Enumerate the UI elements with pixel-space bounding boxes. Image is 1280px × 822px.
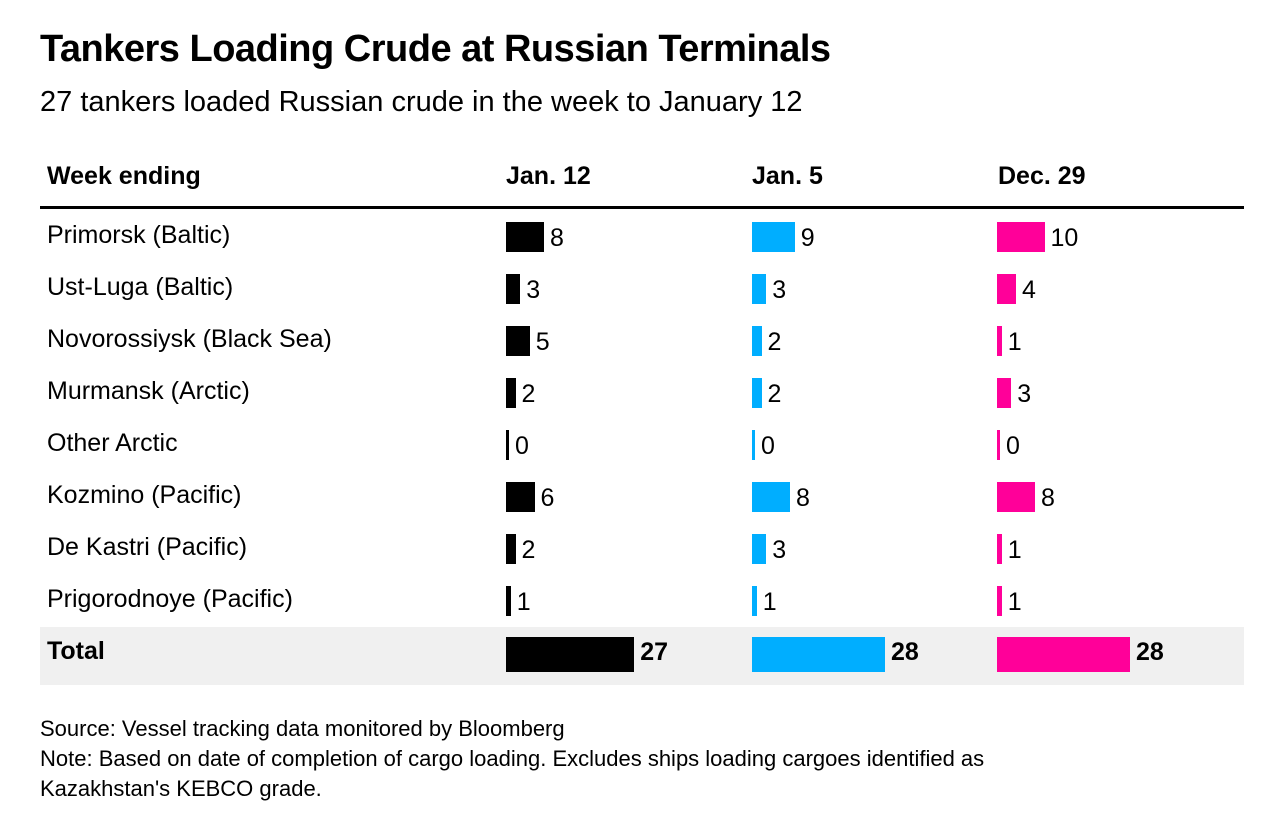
chart-title: Tankers Loading Crude at Russian Termina…	[40, 28, 831, 70]
value-label-total-jan-5: 28	[891, 638, 919, 666]
bar-other-arctic-jan-5	[752, 430, 755, 460]
table-row: Novorossiysk (Black Sea) 5 2 1	[40, 316, 1244, 368]
note-line-2: Kazakhstan's KEBCO grade.	[40, 776, 322, 801]
bar-prigorodnoye-pacific-jan-5	[752, 586, 757, 616]
row-label-murmansk-arctic: Murmansk (Arctic)	[47, 377, 250, 405]
value-label-total-dec-29: 28	[1136, 638, 1164, 666]
bar-total-jan-5	[752, 637, 885, 672]
table-row: Ust-Luga (Baltic) 3 3 4	[40, 264, 1244, 316]
column-header-jan-12: Jan. 12	[506, 162, 591, 190]
row-label-ust-luga-baltic: Ust-Luga (Baltic)	[47, 273, 234, 301]
bar-other-arctic-dec-29	[997, 430, 1000, 460]
bar-primorsk-baltic-jan-12	[506, 222, 544, 252]
row-label-prigorodnoye-pacific: Prigorodnoye (Pacific)	[47, 585, 293, 613]
table-row: Murmansk (Arctic) 2 2 3	[40, 368, 1244, 420]
bar-de-kastri-pacific-jan-5	[752, 534, 767, 564]
value-label-kozmino-pacific-jan-5: 8	[796, 484, 810, 512]
bar-kozmino-pacific-dec-29	[997, 482, 1035, 512]
value-label-kozmino-pacific-dec-29: 8	[1041, 484, 1055, 512]
row-label-primorsk-baltic: Primorsk (Baltic)	[47, 221, 231, 249]
total-row: Total 27 28 28	[40, 627, 1244, 685]
row-label-kozmino-pacific: Kozmino (Pacific)	[47, 481, 242, 509]
chart-subtitle: 27 tankers loaded Russian crude in the w…	[40, 86, 803, 118]
value-label-prigorodnoye-pacific-jan-5: 1	[762, 588, 777, 616]
value-label-other-arctic-jan-12: 0	[515, 432, 529, 460]
row-label-novorossiysk-black-sea: Novorossiysk (Black Sea)	[47, 325, 332, 353]
bar-total-dec-29	[997, 637, 1130, 672]
bar-novorossiysk-black-sea-dec-29	[997, 326, 1002, 356]
bar-murmansk-arctic-jan-12	[506, 378, 516, 408]
bar-prigorodnoye-pacific-jan-12	[506, 586, 511, 616]
bar-ust-luga-baltic-jan-5	[752, 274, 767, 304]
value-label-kozmino-pacific-jan-12: 6	[540, 484, 555, 512]
value-label-primorsk-baltic-jan-12: 8	[550, 224, 564, 252]
value-label-de-kastri-pacific-dec-29: 1	[1007, 536, 1022, 564]
header-rule	[40, 206, 1244, 209]
table-row: Other Arctic 0 0 0	[40, 420, 1244, 472]
row-label-de-kastri-pacific: De Kastri (Pacific)	[47, 533, 248, 561]
table-row: Primorsk (Baltic) 8 9 10	[40, 212, 1244, 264]
value-label-primorsk-baltic-jan-5: 9	[800, 224, 815, 252]
table-row: Kozmino (Pacific) 6 8 8	[40, 472, 1244, 524]
note-line-1: Note: Based on date of completion of car…	[40, 746, 985, 771]
value-label-ust-luga-baltic-jan-12: 3	[526, 276, 541, 304]
row-header-label: Week ending	[47, 162, 201, 190]
bar-prigorodnoye-pacific-dec-29	[997, 586, 1002, 616]
value-label-murmansk-arctic-jan-5: 2	[767, 380, 782, 408]
bar-kozmino-pacific-jan-5	[752, 482, 790, 512]
value-label-murmansk-arctic-dec-29: 3	[1017, 380, 1032, 408]
row-label-other-arctic: Other Arctic	[47, 429, 178, 457]
value-label-de-kastri-pacific-jan-12: 2	[521, 536, 536, 564]
value-label-novorossiysk-black-sea-jan-5: 2	[767, 328, 782, 356]
table-row: Prigorodnoye (Pacific) 1 1 1	[40, 576, 1244, 628]
bar-novorossiysk-black-sea-jan-12	[506, 326, 530, 356]
value-label-total-jan-12: 27	[640, 638, 669, 666]
bar-total-jan-12	[506, 637, 635, 672]
bar-primorsk-baltic-dec-29	[997, 222, 1045, 252]
source-note: Source: Vessel tracking data monitored b…	[40, 716, 565, 741]
value-label-ust-luga-baltic-dec-29: 4	[1022, 276, 1036, 304]
value-label-other-arctic-dec-29: 0	[1006, 432, 1020, 460]
bar-primorsk-baltic-jan-5	[752, 222, 795, 252]
value-label-primorsk-baltic-dec-29: 10	[1050, 224, 1079, 252]
column-header-dec-29: Dec. 29	[998, 162, 1086, 190]
column-header-jan-5: Jan. 5	[752, 162, 823, 190]
value-label-prigorodnoye-pacific-jan-12: 1	[516, 588, 531, 616]
value-label-novorossiysk-black-sea-dec-29: 1	[1007, 328, 1022, 356]
value-label-ust-luga-baltic-jan-5: 3	[772, 276, 787, 304]
value-label-novorossiysk-black-sea-jan-12: 5	[535, 328, 550, 356]
bar-other-arctic-jan-12	[506, 430, 509, 460]
bar-ust-luga-baltic-jan-12	[506, 274, 521, 304]
bar-ust-luga-baltic-dec-29	[997, 274, 1016, 304]
bar-murmansk-arctic-dec-29	[997, 378, 1012, 408]
value-label-de-kastri-pacific-jan-5: 3	[772, 536, 787, 564]
bar-murmansk-arctic-jan-5	[752, 378, 762, 408]
bar-de-kastri-pacific-dec-29	[997, 534, 1002, 564]
total-label: Total	[47, 637, 105, 665]
table-row: De Kastri (Pacific) 2 3 1	[40, 524, 1244, 576]
bar-kozmino-pacific-jan-12	[506, 482, 535, 512]
value-label-prigorodnoye-pacific-dec-29: 1	[1007, 588, 1022, 616]
bar-novorossiysk-black-sea-jan-5	[752, 326, 762, 356]
value-label-other-arctic-jan-5: 0	[761, 432, 775, 460]
bar-de-kastri-pacific-jan-12	[506, 534, 516, 564]
value-label-murmansk-arctic-jan-12: 2	[521, 380, 536, 408]
